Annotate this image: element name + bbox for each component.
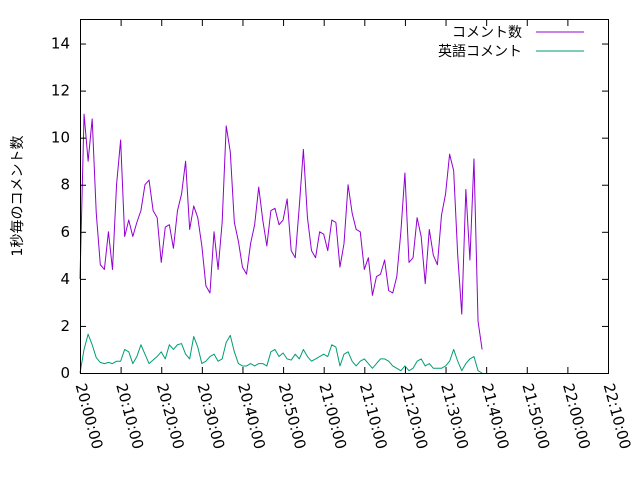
- y-tick-label: 2: [60, 317, 70, 335]
- series-line-1: [79, 333, 483, 374]
- y-tick-label: 12: [51, 82, 70, 100]
- plot-frame: [80, 19, 609, 374]
- y-tick-label: 4: [60, 270, 70, 288]
- series-line-0: [79, 113, 483, 350]
- y-axis-title: 1秒毎のコメント数: [10, 136, 26, 257]
- legend-label-english-comments: 英語コメント: [438, 43, 522, 60]
- y-tick-label: 10: [51, 129, 70, 147]
- y-tick-label: 6: [60, 223, 70, 241]
- y-tick-label: 0: [60, 364, 70, 382]
- legend-label-comment-count: コメント数: [452, 25, 522, 41]
- legend: コメント数 英語コメント: [438, 25, 584, 60]
- series-layer: [79, 113, 483, 374]
- y-tick-label: 14: [51, 35, 70, 53]
- y-tick-label: 8: [60, 176, 70, 194]
